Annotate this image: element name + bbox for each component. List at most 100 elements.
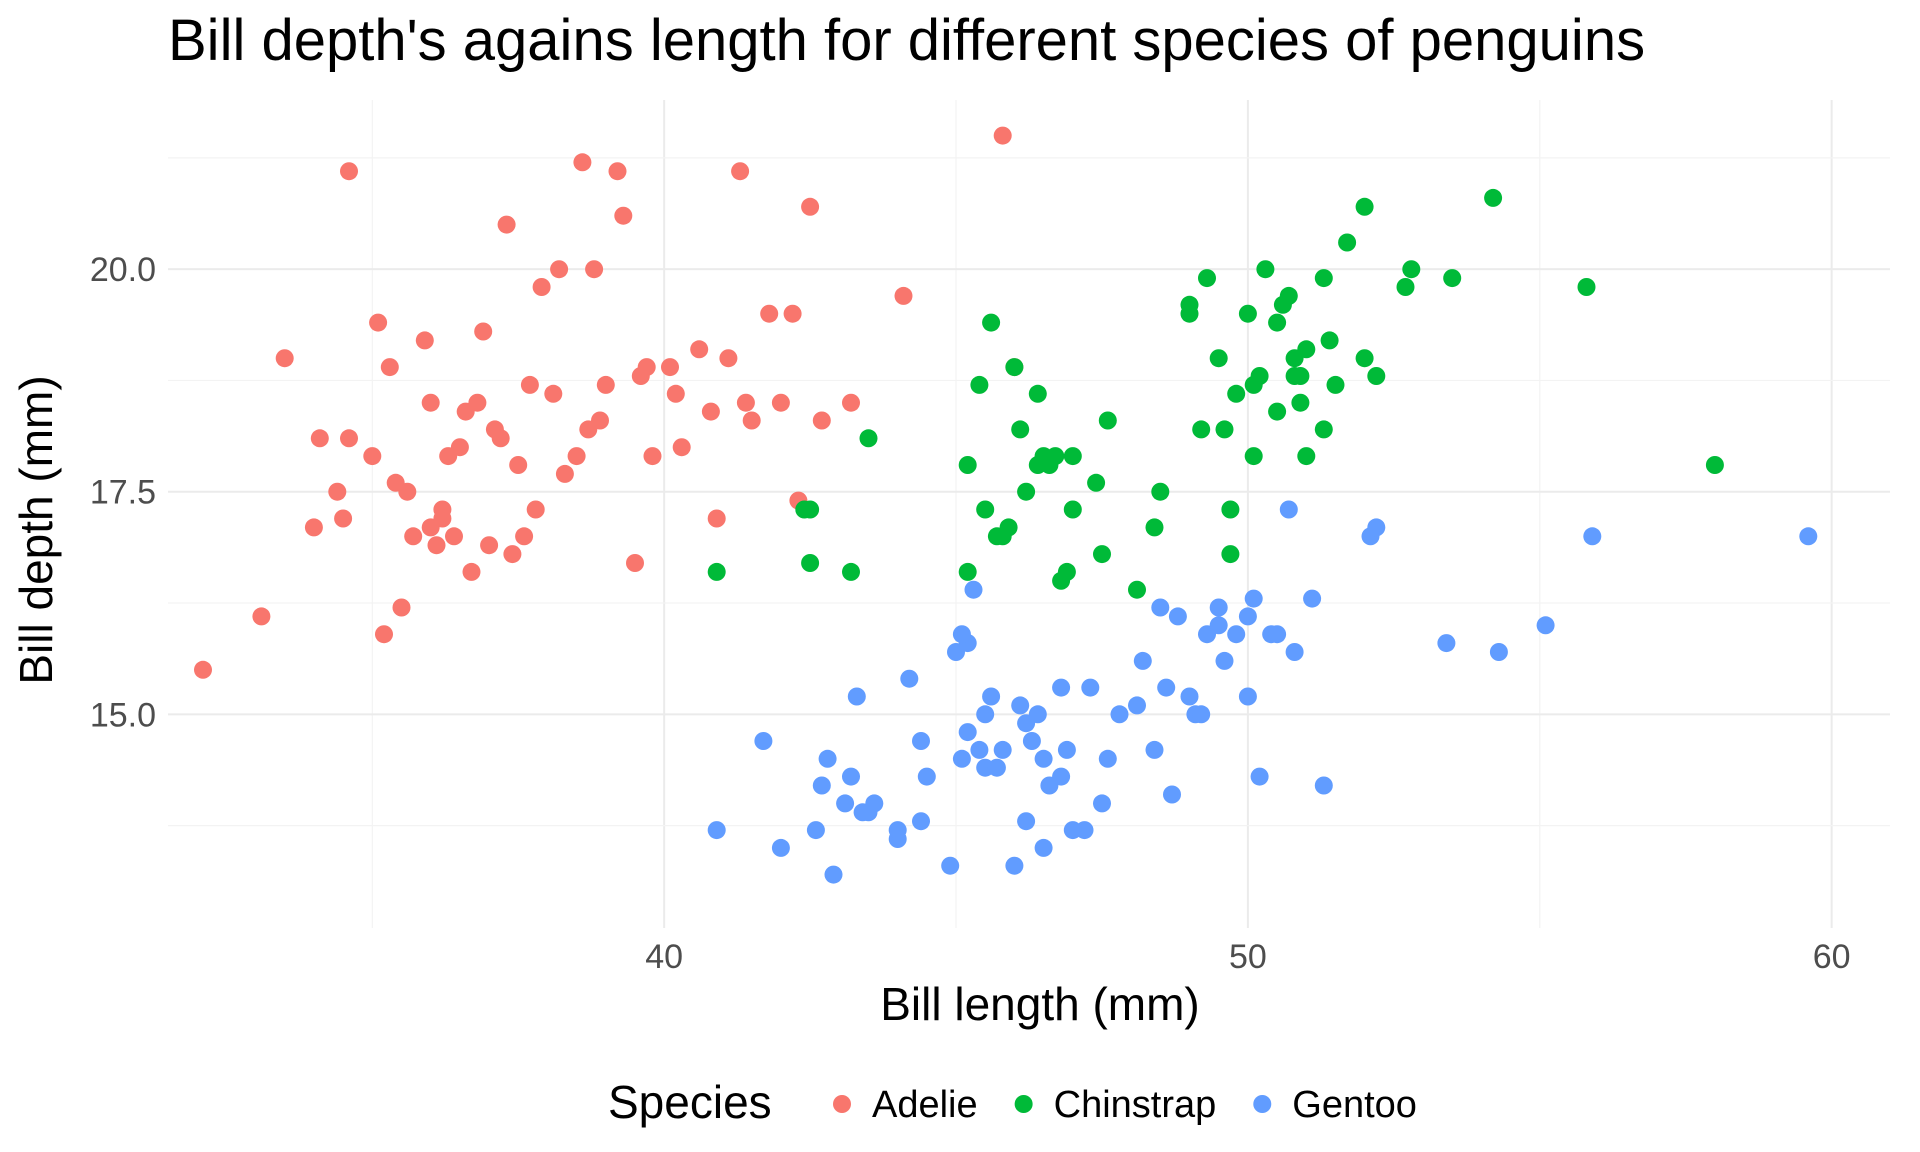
data-point	[328, 482, 347, 501]
x-axis-ticks: 40 50 60	[645, 938, 1850, 976]
data-point	[1215, 651, 1234, 670]
data-point	[987, 758, 1006, 777]
data-point	[1110, 705, 1129, 724]
data-point	[1799, 527, 1818, 546]
data-point	[1180, 295, 1199, 314]
data-point	[1338, 233, 1357, 252]
data-point	[1052, 767, 1071, 786]
data-point	[1227, 625, 1246, 644]
data-point	[1285, 367, 1304, 385]
data-point	[806, 821, 825, 840]
data-point	[1314, 776, 1333, 795]
data-point	[1028, 705, 1047, 724]
y-tick-label: 15.0	[90, 696, 156, 734]
data-point	[1268, 402, 1287, 421]
data-point	[1128, 696, 1146, 715]
legend-label: Chinstrap	[1054, 1084, 1217, 1126]
data-point	[847, 687, 866, 706]
data-point	[614, 206, 633, 225]
legend: Species Adelie Chinstrap Gentoo	[608, 1076, 1417, 1128]
data-point	[1011, 420, 1030, 439]
data-point	[1192, 420, 1211, 439]
data-point	[783, 304, 802, 323]
data-point	[1268, 313, 1287, 332]
data-point	[1209, 349, 1228, 368]
data-point	[550, 260, 569, 279]
data-point	[1244, 447, 1263, 466]
x-tick-label: 40	[645, 938, 683, 976]
legend-marker	[833, 1095, 851, 1113]
y-axis-title: Bill depth (mm)	[10, 375, 62, 684]
data-point	[1268, 625, 1287, 644]
data-point	[520, 375, 539, 394]
data-point	[707, 821, 726, 840]
data-point	[421, 393, 440, 412]
data-point	[1291, 393, 1310, 412]
data-point	[1192, 705, 1211, 724]
data-point	[818, 749, 837, 768]
data-point	[1215, 420, 1234, 439]
data-point	[812, 776, 831, 795]
data-point	[900, 669, 919, 688]
data-point	[1355, 349, 1374, 368]
legend-title: Species	[608, 1076, 772, 1128]
data-point	[1221, 500, 1240, 519]
data-point	[439, 447, 458, 466]
data-point	[608, 162, 627, 181]
data-point	[1285, 643, 1304, 661]
data-point	[415, 331, 434, 350]
data-point	[1279, 286, 1298, 305]
data-point	[1367, 518, 1386, 537]
data-point	[836, 794, 855, 813]
data-point	[1151, 598, 1170, 617]
data-point	[1437, 634, 1456, 653]
data-point	[1583, 527, 1602, 546]
data-point	[976, 705, 995, 724]
data-point	[982, 313, 1001, 332]
data-point	[947, 643, 965, 661]
data-point	[392, 598, 411, 617]
data-point	[1396, 278, 1415, 296]
data-point	[888, 821, 907, 840]
data-point	[742, 411, 761, 430]
data-point	[555, 464, 574, 483]
data-point	[1256, 260, 1275, 279]
data-point	[1087, 473, 1106, 492]
data-point	[701, 402, 720, 421]
data-point	[1244, 589, 1263, 608]
data-point	[736, 393, 755, 412]
data-point	[1063, 821, 1082, 840]
data-point	[993, 527, 1012, 546]
data-point	[666, 384, 685, 403]
data-point	[1005, 856, 1024, 875]
data-point	[1326, 375, 1345, 394]
chart-title: Bill depth's agains length for different…	[168, 8, 1645, 73]
data-point	[970, 375, 989, 394]
data-point	[1011, 696, 1030, 715]
data-point	[1244, 375, 1263, 394]
data-point	[637, 358, 656, 377]
data-point	[1133, 651, 1152, 670]
data-point	[579, 420, 598, 439]
y-tick-label: 17.5	[90, 474, 156, 512]
data-point	[532, 278, 551, 296]
data-point	[1577, 278, 1596, 296]
data-point	[707, 509, 726, 528]
data-point	[1279, 500, 1298, 519]
data-point	[515, 527, 534, 546]
data-point	[544, 384, 563, 403]
data-point	[503, 545, 522, 564]
data-point	[1221, 545, 1240, 564]
data-point	[404, 527, 423, 546]
data-point	[304, 518, 323, 537]
data-point	[1297, 340, 1316, 359]
data-point	[1314, 269, 1333, 288]
legend-label: Gentoo	[1292, 1084, 1417, 1126]
data-point	[194, 660, 212, 679]
x-tick-label: 50	[1229, 938, 1267, 976]
data-point	[842, 562, 860, 581]
data-point	[801, 500, 820, 519]
data-point	[771, 838, 790, 857]
data-point	[643, 447, 662, 466]
data-point	[812, 411, 831, 430]
